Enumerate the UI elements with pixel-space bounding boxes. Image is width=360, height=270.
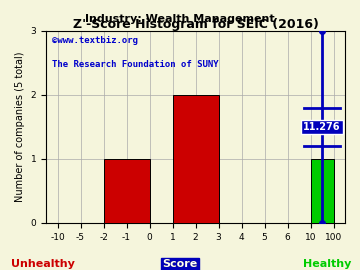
Text: Unhealthy: Unhealthy [11, 259, 75, 269]
Bar [172, 95, 219, 223]
Title: Z'-Score Histogram for SEIC (2016): Z'-Score Histogram for SEIC (2016) [73, 18, 319, 31]
Text: Score: Score [162, 259, 198, 269]
Text: Industry: Wealth Management: Industry: Wealth Management [85, 14, 275, 24]
Text: The Research Foundation of SUNY: The Research Foundation of SUNY [52, 59, 219, 69]
Text: Healthy: Healthy [303, 259, 352, 269]
Bar [104, 159, 149, 223]
Bar [311, 159, 333, 223]
Text: Score: Score [162, 259, 198, 269]
Text: 11.276: 11.276 [303, 122, 341, 132]
Text: ©www.textbiz.org: ©www.textbiz.org [52, 36, 138, 45]
Y-axis label: Number of companies (5 total): Number of companies (5 total) [15, 52, 25, 202]
